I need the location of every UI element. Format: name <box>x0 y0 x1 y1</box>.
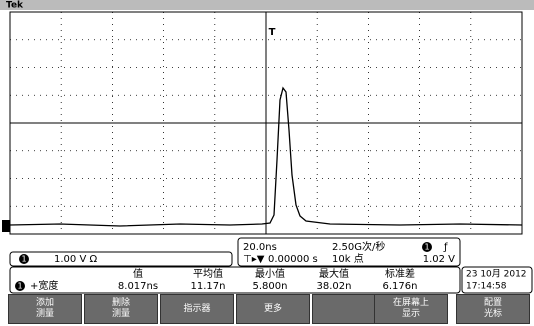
column-header: 最小值 <box>255 267 285 280</box>
channel-number: 1 <box>21 255 26 264</box>
softkey-label: 在屏幕上 <box>375 298 447 309</box>
softkey[interactable]: 更多 <box>236 294 310 324</box>
softkey-label: 更多 <box>237 304 309 315</box>
position-icon: ⊤▸▼ <box>243 254 265 265</box>
sample-rate: 2.50G次/秒 <box>332 240 385 253</box>
column-header: 标准差 <box>385 267 415 280</box>
channel-marker <box>2 220 10 232</box>
row-name: +宽度 <box>30 279 58 292</box>
softkey-label: 配置 <box>457 298 529 309</box>
channel-box <box>10 252 232 266</box>
softkey-label: 删除 <box>85 298 157 309</box>
oscilloscope-screen: Tek T 1 1.00 V Ω 20.0ns 2.50G次/秒 1 ƒ ⊤▸▼… <box>0 0 534 326</box>
softkey-label: 光标 <box>457 309 529 320</box>
trigger-level: 1.02 V <box>423 254 455 265</box>
horizontal-scale: 20.0ns <box>243 242 277 253</box>
column-header: 最大值 <box>319 267 349 280</box>
channel-scale: 1.00 V Ω <box>54 254 97 265</box>
position: 0.00000 s <box>268 254 318 265</box>
cell: 11.17n <box>191 281 226 292</box>
record-length: 10k 点 <box>332 253 364 265</box>
softkey[interactable]: 添加测量 <box>8 294 82 324</box>
column-header: 平均值 <box>193 267 223 280</box>
softkey-blank[interactable] <box>312 294 382 324</box>
softkey[interactable]: 配置光标 <box>456 294 530 324</box>
date: 23 10月 2012 <box>466 269 527 280</box>
column-header: 值 <box>133 267 143 280</box>
cell: 38.02n <box>317 281 352 292</box>
softkey-label: 指示器 <box>161 304 233 315</box>
trigger-source: 1 <box>424 243 429 252</box>
trigger-slope: ƒ <box>443 242 448 253</box>
softkey[interactable]: 在屏幕上显示 <box>374 294 448 324</box>
softkey-label: 添加 <box>9 298 81 309</box>
row-source: 1 <box>17 282 22 291</box>
display: Tek T 1 1.00 V Ω 20.0ns 2.50G次/秒 1 ƒ ⊤▸▼… <box>0 0 534 294</box>
cell: 5.800n <box>253 281 288 292</box>
softkey[interactable]: 删除测量 <box>84 294 158 324</box>
trigger-marker: T <box>269 27 276 38</box>
brand: Tek <box>6 1 24 11</box>
cell: 8.017ns <box>118 281 158 292</box>
cell: 6.176n <box>383 281 418 292</box>
softkey-label: 显示 <box>375 309 447 320</box>
softkey-label: 测量 <box>85 309 157 320</box>
top-bar <box>0 0 534 10</box>
time: 17:14:58 <box>466 282 507 292</box>
softkey-label: 测量 <box>9 309 81 320</box>
softkey[interactable]: 指示器 <box>160 294 234 324</box>
